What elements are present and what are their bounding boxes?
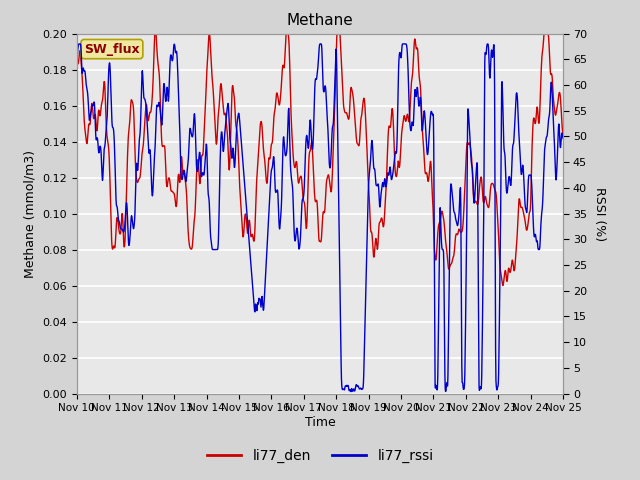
li77_den — [334, 22, 342, 27]
li77_rssi — [559, 136, 567, 142]
li77_den — [73, 61, 81, 67]
li77_den — [559, 133, 567, 139]
Line: li77_den: li77_den — [77, 24, 563, 286]
li77_rssi — [73, 57, 81, 63]
Y-axis label: RSSI (%): RSSI (%) — [593, 187, 607, 240]
Line: li77_rssi: li77_rssi — [77, 44, 563, 392]
li77_rssi — [181, 174, 189, 180]
li77_rssi — [460, 384, 467, 390]
li77_rssi — [347, 389, 355, 395]
li77_den — [236, 176, 243, 182]
li77_den — [396, 165, 403, 170]
Title: Methane: Methane — [287, 13, 353, 28]
li77_rssi — [399, 41, 407, 47]
li77_rssi — [236, 115, 243, 120]
X-axis label: Time: Time — [305, 416, 335, 429]
li77_den — [499, 283, 506, 288]
li77_rssi — [170, 52, 177, 58]
li77_rssi — [396, 52, 403, 58]
li77_den — [459, 224, 467, 229]
Y-axis label: Methane (mmol/m3): Methane (mmol/m3) — [24, 150, 36, 277]
li77_den — [502, 272, 510, 277]
li77_den — [181, 173, 189, 179]
li77_rssi — [502, 181, 510, 187]
li77_den — [170, 190, 177, 195]
Legend: li77_den, li77_rssi: li77_den, li77_rssi — [201, 443, 439, 468]
Text: SW_flux: SW_flux — [84, 43, 140, 56]
